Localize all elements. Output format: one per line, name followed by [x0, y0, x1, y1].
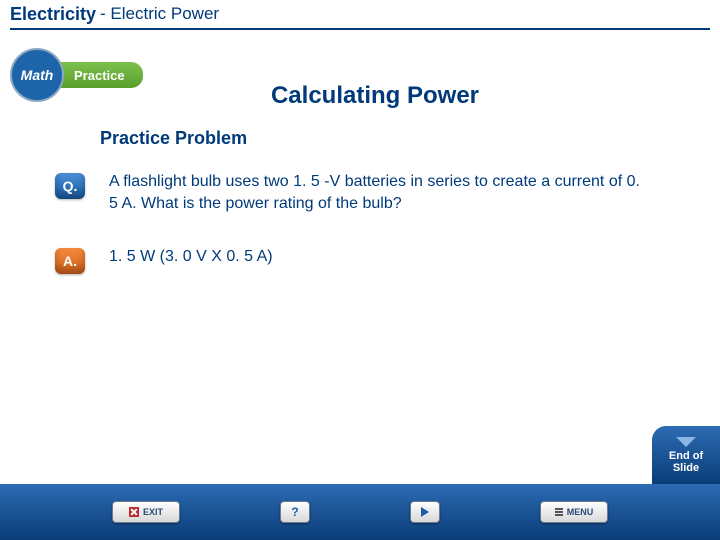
answer-text: 1. 5 W (3. 0 V X 0. 5 A) [109, 246, 273, 268]
page-subtitle: Practice Problem [100, 128, 640, 149]
menu-button[interactable]: MENU [540, 501, 608, 523]
question-row: Q. A flashlight bulb uses two 1. 5 -V ba… [110, 171, 640, 214]
practice-label: Practice [74, 68, 125, 83]
question-text: A flashlight bulb uses two 1. 5 -V batte… [109, 171, 640, 214]
chevron-down-icon [676, 437, 696, 447]
end-of-slide-badge: End of Slide [652, 426, 720, 484]
question-letter: Q. [63, 178, 78, 194]
end-line2: Slide [673, 462, 699, 474]
chapter-title: Electricity [10, 4, 96, 25]
help-icon: ? [291, 505, 298, 519]
footer-bar: EXIT ? MENU [0, 484, 720, 540]
math-badge-top: Math [21, 67, 54, 83]
answer-icon: A. [55, 248, 85, 274]
section-title: - Electric Power [100, 4, 219, 24]
main-content: Calculating Power Practice Problem Q. A … [0, 82, 720, 274]
menu-icon [555, 508, 563, 516]
practice-tab: Practice [54, 62, 143, 88]
header-rule [10, 28, 710, 30]
answer-letter: A. [63, 253, 77, 269]
question-icon: Q. [55, 173, 85, 199]
exit-button[interactable]: EXIT [112, 501, 180, 523]
close-icon [129, 507, 139, 517]
math-badge-icon: Math [10, 48, 64, 102]
next-button[interactable] [410, 501, 440, 523]
play-icon [421, 507, 429, 517]
help-button[interactable]: ? [280, 501, 310, 523]
exit-label: EXIT [143, 507, 163, 517]
header-bar: Electricity - Electric Power [0, 0, 720, 28]
page-title: Calculating Power [110, 82, 640, 110]
answer-row: A. 1. 5 W (3. 0 V X 0. 5 A) [110, 246, 640, 274]
end-line1: End of [669, 450, 703, 462]
menu-label: MENU [567, 507, 594, 517]
